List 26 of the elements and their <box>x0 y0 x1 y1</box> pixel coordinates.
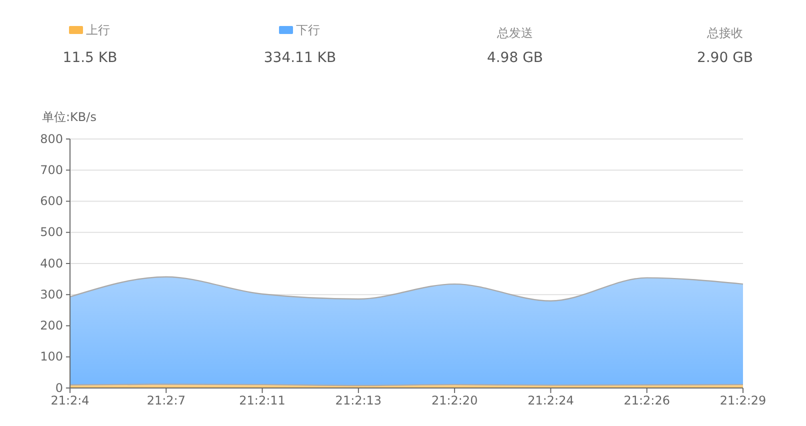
y-tick-label: 600 <box>40 194 63 208</box>
y-axis-title: 单位:KB/s <box>42 110 96 124</box>
y-tick-label: 400 <box>40 256 63 270</box>
x-tick-label: 21:2:7 <box>146 394 186 408</box>
x-tick-label: 21:2:26 <box>624 394 670 408</box>
y-tick-label: 300 <box>40 287 63 302</box>
text: 11.5 KB <box>62 50 118 66</box>
text: 334.11 KB <box>264 50 336 66</box>
x-tick-label: 21:2:20 <box>431 394 478 408</box>
y-tick-label: 500 <box>40 225 63 240</box>
y-tick-label: 200 <box>40 318 63 333</box>
text: 2.90 GB <box>696 50 754 66</box>
x-tick-label: 21:2:29 <box>720 394 766 408</box>
x-tick-label: 21:2:11 <box>239 394 286 408</box>
x-tick-label: 21:2:24 <box>528 394 574 408</box>
y-tick-label: 100 <box>40 350 63 364</box>
y-tick-label: 0 <box>55 380 63 395</box>
legend-label: 上行 <box>86 23 110 37</box>
text: 总发送 <box>496 26 533 40</box>
x-tick-label: 21:2:4 <box>50 394 90 408</box>
text: 总接收 <box>706 26 743 40</box>
y-tick-label: 800 <box>40 132 63 146</box>
x-tick-label: 21:2:13 <box>335 394 382 408</box>
text: 4.98 GB <box>486 50 544 66</box>
legend-label: 下行 <box>296 23 320 37</box>
y-tick-label: 700 <box>40 162 63 177</box>
